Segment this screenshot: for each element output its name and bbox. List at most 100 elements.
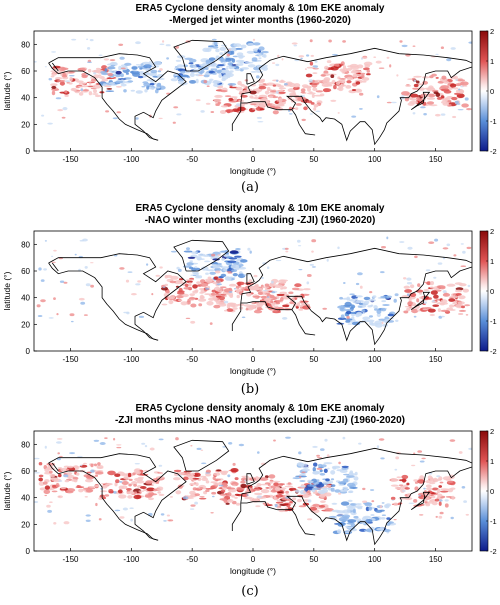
anomaly-cell xyxy=(129,507,134,509)
anomaly-cell xyxy=(114,509,121,512)
anomaly-cell xyxy=(378,67,385,69)
anomaly-cell xyxy=(418,494,421,497)
anomaly-cell xyxy=(206,301,214,306)
anomaly-cell xyxy=(273,482,279,486)
anomaly-cell xyxy=(117,489,123,494)
anomaly-cell xyxy=(55,77,63,80)
anomaly-cell xyxy=(409,93,419,98)
anomaly-cell xyxy=(38,481,45,486)
coastline xyxy=(231,503,242,531)
anomaly-cell xyxy=(271,280,274,284)
anomaly-cell xyxy=(50,477,59,480)
anomaly-cell xyxy=(323,70,329,74)
anomaly-cell xyxy=(361,77,370,81)
anomaly-cell xyxy=(291,287,300,291)
anomaly-cell xyxy=(211,263,218,266)
anomaly-cell xyxy=(260,295,267,299)
anomaly-cell xyxy=(264,90,270,95)
anomaly-cell xyxy=(284,247,289,250)
anomaly-cell xyxy=(114,482,118,487)
anomaly-cell xyxy=(303,106,308,111)
anomaly-cell xyxy=(56,79,66,83)
anomaly-cell xyxy=(79,239,85,242)
anomaly-cell xyxy=(118,485,125,490)
anomaly-cell xyxy=(40,299,46,303)
anomaly-cell xyxy=(261,276,264,280)
anomaly-cell xyxy=(99,442,106,445)
y-tick-label: 80 xyxy=(21,440,30,449)
anomaly-cell xyxy=(191,267,197,272)
anomaly-cell xyxy=(226,492,232,497)
anomaly-cell xyxy=(219,110,227,114)
x-tick-label: 0 xyxy=(251,555,256,564)
anomaly-cell xyxy=(195,275,200,279)
anomaly-cell xyxy=(50,83,58,87)
anomaly-cell xyxy=(403,310,409,314)
anomaly-cell xyxy=(427,93,436,98)
anomaly-cell xyxy=(311,83,319,85)
anomaly-cell xyxy=(275,91,279,94)
anomaly-cell xyxy=(412,45,416,47)
anomaly-cell xyxy=(194,289,199,292)
anomaly-cell xyxy=(89,39,94,42)
anomaly-cell xyxy=(352,74,358,77)
anomaly-cell xyxy=(256,495,262,499)
anomaly-cell xyxy=(65,490,74,494)
anomaly-cell xyxy=(100,490,108,493)
anomaly-cell xyxy=(86,471,92,474)
anomaly-cell xyxy=(319,473,326,476)
anomaly-cell xyxy=(228,283,237,287)
anomaly-cell xyxy=(51,90,56,96)
anomaly-cell xyxy=(235,63,244,66)
anomaly-cell xyxy=(210,481,217,484)
anomaly-cell xyxy=(428,85,434,90)
anomaly-cell xyxy=(226,271,232,273)
anomaly-cell xyxy=(452,295,459,299)
colorbar-tick-label: -1 xyxy=(490,117,497,126)
anomaly-cell xyxy=(205,472,212,477)
anomaly-cell xyxy=(304,68,307,71)
anomaly-cell xyxy=(417,450,423,453)
anomaly-cell xyxy=(44,240,48,242)
anomaly-cell xyxy=(244,61,254,64)
anomaly-cell xyxy=(300,88,306,93)
colorbar-tick-label: -2 xyxy=(490,547,497,556)
anomaly-cell xyxy=(261,496,267,499)
anomaly-cell xyxy=(414,481,419,484)
anomaly-cell xyxy=(192,284,198,289)
chart-title: ERA5 Cyclone density anomaly & 10m EKE a… xyxy=(135,203,385,226)
anomaly-cell xyxy=(173,477,181,481)
anomaly-cell xyxy=(328,515,338,518)
anomaly-cell xyxy=(404,487,410,490)
anomaly-cell xyxy=(261,54,266,58)
anomaly-cell xyxy=(185,317,191,319)
anomaly-cell xyxy=(162,40,165,43)
anomaly-cell xyxy=(394,293,399,297)
anomaly-cell xyxy=(244,79,249,82)
anomaly-cell xyxy=(297,239,301,243)
anomaly-cell xyxy=(389,521,392,525)
anomaly-cell xyxy=(132,472,136,476)
anomaly-cell xyxy=(145,480,153,485)
anomaly-cell xyxy=(144,494,153,498)
anomaly-cell xyxy=(365,506,370,512)
anomaly-cell xyxy=(273,305,279,308)
anomaly-cell xyxy=(346,80,352,84)
anomaly-cell xyxy=(431,487,439,491)
anomaly-cell xyxy=(85,283,91,287)
anomaly-cell xyxy=(55,483,60,488)
anomaly-cell xyxy=(458,309,467,312)
anomaly-cell xyxy=(363,67,370,71)
anomaly-cell xyxy=(115,70,122,75)
anomaly-cell xyxy=(312,487,321,490)
anomaly-cell xyxy=(423,301,428,304)
anomaly-cell xyxy=(180,70,186,74)
anomaly-cell xyxy=(121,481,129,485)
anomaly-cell xyxy=(94,94,101,98)
anomaly-cell xyxy=(110,62,118,65)
anomaly-cell xyxy=(188,62,194,65)
anomaly-cell xyxy=(330,484,336,487)
anomaly-cell xyxy=(260,64,268,68)
